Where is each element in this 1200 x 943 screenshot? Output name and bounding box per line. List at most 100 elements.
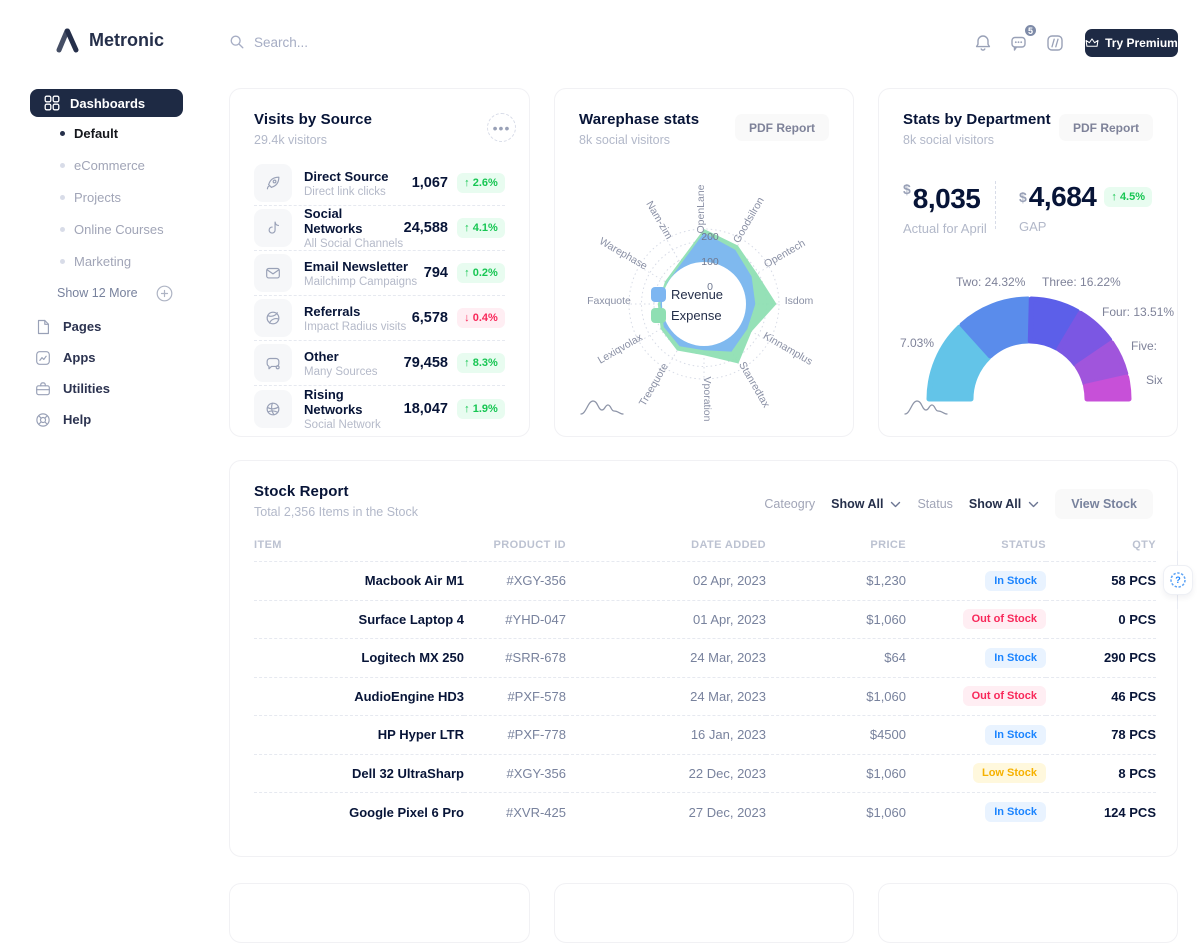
column-header: PRICE (766, 539, 906, 562)
cell-date-added: 01 Apr, 2023 (566, 600, 766, 639)
cell-qty: 8 PCS (1046, 754, 1156, 793)
pdf-report-button-2[interactable]: PDF Report (1059, 114, 1153, 141)
stat-gap: $4,684 ↑ 4.5% GAP (1019, 181, 1153, 234)
table-row: AudioEngine HD3 #PXF-578 24 Mar, 2023 $1,06… (254, 677, 1156, 716)
cell-product-id: #YHD-047 (464, 600, 566, 639)
page-icon (37, 319, 49, 334)
source-name: Other (304, 348, 339, 364)
chevron-down-icon (891, 501, 901, 507)
notifications-button[interactable] (972, 32, 994, 54)
legend-swatch-revenue (651, 287, 666, 302)
sidebar-item-utilities[interactable]: Utilities (30, 373, 183, 404)
cell-price: $1,060 (766, 600, 906, 639)
crown-icon (1085, 38, 1099, 47)
bottom-card-2 (554, 883, 854, 943)
switches-icon (1047, 35, 1063, 51)
source-value: 794 (423, 265, 448, 281)
help-floating-button[interactable]: ? (1163, 565, 1193, 595)
question-badge-icon: ? (1170, 572, 1186, 588)
sidebar-show-more[interactable]: Show 12 More (30, 277, 183, 309)
cell-status: Out of Stock (906, 677, 1046, 716)
radar-axis-label: Faxquote (587, 295, 631, 307)
pdf-report-button[interactable]: PDF Report (735, 114, 829, 141)
rocket-icon (266, 176, 280, 190)
source-icon-tile (254, 299, 292, 337)
stat-actual-value: 8,035 (912, 183, 981, 214)
sidebar-item-apps[interactable]: Apps (30, 342, 183, 373)
status-label: Status (917, 497, 953, 511)
legend-label-expense: Expense (671, 308, 722, 323)
column-header: STATUS (906, 539, 1046, 562)
table-row: Macbook Air M1 #XGY-356 02 Apr, 2023 $1,230… (254, 561, 1156, 601)
view-stock-button[interactable]: View Stock (1055, 489, 1153, 519)
radar-axis-label: Goodsilron (731, 195, 767, 245)
source-icon-tile (254, 209, 292, 247)
cell-item: AudioEngine HD3 (254, 677, 464, 716)
source-icon-tile (254, 389, 292, 428)
svg-text:?: ? (1175, 575, 1181, 585)
visits-card-subtitle: 29.4k visitors (254, 133, 327, 147)
gauge-label-five: Five: (1131, 339, 1158, 353)
radar-axis-label: Opentech (762, 237, 808, 270)
source-description: Mailchimp Campaigns (304, 275, 418, 288)
cell-qty: 0 PCS (1046, 600, 1156, 639)
stat-gap-label: GAP (1019, 219, 1047, 234)
bullet-icon (60, 226, 65, 232)
sidebar-item-online-courses[interactable]: Online Courses (30, 213, 183, 245)
tiktok-icon (268, 221, 279, 234)
cell-status: In Stock (906, 715, 1046, 755)
visits-card-title: Visits by Source (254, 111, 373, 128)
legend-label-revenue: Revenue (671, 287, 723, 302)
category-select[interactable]: Show All (831, 497, 901, 511)
cell-status: In Stock (906, 561, 1046, 601)
sidebar-item-pages[interactable]: Pages (30, 311, 183, 342)
visit-source-row: Direct Source Direct link clicks 1,067 ↑ 2.… (254, 161, 505, 206)
source-icon-tile (254, 254, 292, 292)
cell-product-id: #SRR-678 (464, 638, 566, 678)
currency-sign: $ (903, 181, 911, 197)
bottom-card-3 (878, 883, 1178, 943)
radar-axis-label: OpenLane (695, 184, 707, 233)
source-delta-badge: ↑ 2.6% (457, 173, 505, 193)
sidebar-item-dashboards[interactable]: Dashboards (30, 89, 183, 117)
cell-status: Low Stock (906, 754, 1046, 793)
app-logo[interactable]: Metronic (55, 28, 164, 53)
sidebar-item-ecommerce[interactable]: eCommerce (30, 149, 183, 181)
status-badge: In Stock (985, 647, 1046, 668)
radar-axis-label: Stanredtax (736, 360, 772, 411)
chevron-down-icon (1029, 501, 1039, 507)
sidebar-item-help[interactable]: Help (30, 404, 183, 435)
source-name: Social Networks (304, 206, 363, 236)
cell-qty: 46 PCS (1046, 677, 1156, 716)
sidebar: Dashboards Default eCommerce Projects Onlin… (30, 89, 183, 435)
card-menu-button[interactable]: ••• (487, 113, 516, 142)
cell-date-added: 27 Dec, 2023 (688, 804, 766, 820)
status-badge: In Stock (985, 802, 1046, 822)
sidebar-item-projects[interactable]: Projects (30, 181, 183, 213)
cell-date-added: 24 Mar, 2023 (566, 677, 766, 716)
search-input[interactable]: Search... (229, 34, 308, 50)
radar-axis-label: Warephase (597, 235, 649, 272)
radial-tick: 100 (701, 256, 719, 268)
table-row: Logitech MX 250 #SRR-678 24 Mar, 2023 $64 In… (254, 638, 1156, 678)
cell-item: Logitech MX 250 (254, 638, 464, 678)
sparkline-icon (904, 400, 948, 415)
status-select[interactable]: Show All (969, 497, 1039, 511)
table-row: HP Hyper LTR #PXF-778 16 Jan, 2023 $4500 In … (254, 715, 1156, 755)
sidebar-item-default[interactable]: Default (30, 117, 183, 149)
try-premium-button[interactable]: Try Premium (1085, 29, 1178, 57)
cell-price: $1,060 (866, 804, 906, 820)
cell-item: Dell 32 UltraSharp (254, 754, 464, 793)
sidebar-item-marketing[interactable]: Marketing (30, 245, 183, 277)
messages-button[interactable] (1008, 32, 1030, 54)
cell-price: $1,060 (766, 754, 906, 793)
show-more-label: Show 12 More (57, 286, 138, 300)
table-row: Surface Laptop 4 #YHD-047 01 Apr, 2023 $1,0… (254, 600, 1156, 639)
source-value: 18,047 (403, 400, 448, 417)
source-name: Direct Source (304, 168, 389, 184)
settings-button[interactable] (1044, 32, 1066, 54)
cell-item: Macbook Air M1 (254, 561, 464, 601)
gauge-segment-six (1083, 374, 1132, 402)
cell-price: $64 (766, 638, 906, 678)
search-placeholder: Search... (254, 34, 309, 50)
